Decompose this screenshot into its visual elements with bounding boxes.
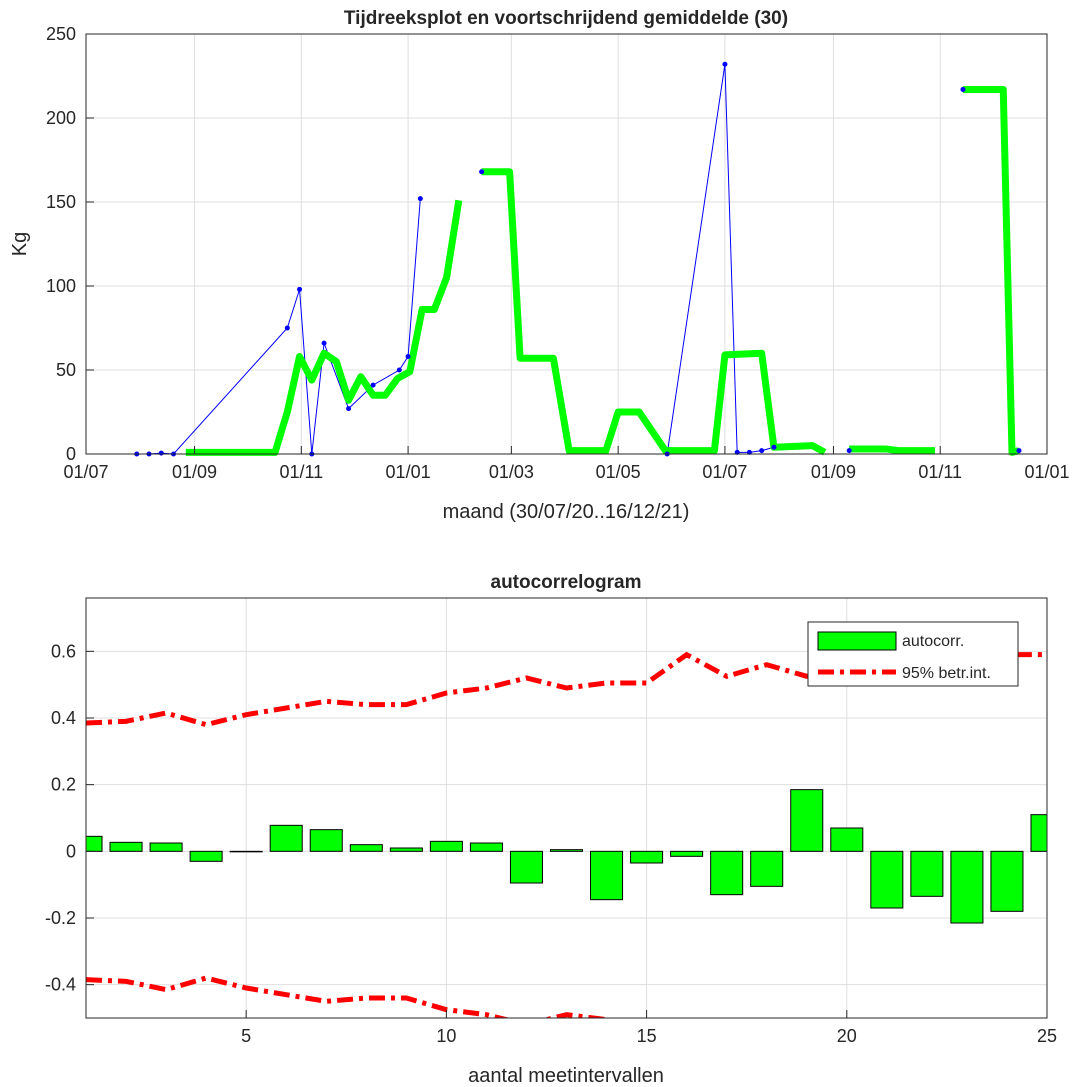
autocorrelogram-data-layer: [86, 651, 1047, 1018]
raw-data-point: [396, 367, 402, 373]
autocorrelogram-y-tick-label: 0.6: [51, 641, 76, 661]
raw-data-point: [759, 448, 765, 454]
timeseries-x-tick-label: 01/09: [172, 462, 217, 482]
raw-data-point: [1016, 448, 1022, 454]
autocorr-bar: [509, 850, 543, 884]
legend-label-autocorr: autocorr.: [902, 633, 964, 650]
raw-data-point: [960, 86, 966, 92]
timeseries-x-tick-label: 01/11: [279, 462, 323, 482]
timeseries-title: Tijdreeksplot en voortschrijdend gemidde…: [344, 8, 788, 29]
raw-data-point: [722, 61, 728, 67]
autocorrelogram-y-tick-label: 0.4: [51, 708, 76, 728]
autocorrelogram-y-tick-label: -0.4: [45, 975, 76, 995]
timeseries-x-tick-label: 01/05: [596, 462, 641, 482]
moving-average-line: [481, 168, 827, 456]
moving-average-line: [962, 85, 1020, 456]
autocorrelogram-axes-box: [85, 597, 1048, 1019]
raw-data-point: [417, 196, 423, 202]
autocorrelogram-clipped-group: [86, 651, 1047, 1018]
legend-label-confidence: 95% betr.int.: [902, 665, 991, 682]
legend-swatch-autocorr: [817, 631, 897, 651]
autocorrelogram-panel: 5 10 15 20 25 -0.4 -0.2 0 0.2 0.4 0.6 autocorrelo…: [45, 572, 1057, 1087]
autocorrelogram-x-tick-label: 15: [637, 1026, 657, 1046]
timeseries-x-tick-label: 01/09: [811, 462, 856, 482]
autocorrelogram-x-tick-label: 10: [436, 1026, 456, 1046]
autocorrelogram-y-tick-label: 0.2: [51, 775, 76, 795]
autocorr-bar: [309, 829, 343, 852]
timeseries-y-ticks: 0 50 100 150 200 250: [46, 24, 94, 464]
timeseries-x-tick-label: 01/07: [702, 462, 747, 482]
autocorrelogram-title: autocorrelogram: [491, 572, 642, 593]
autocorr-bar: [389, 847, 423, 852]
timeseries-y-tick-label: 200: [46, 108, 76, 128]
autocorr-bar: [670, 850, 704, 857]
timeseries-y-tick-label: 0: [66, 444, 76, 464]
autocorrelogram-x-label: aantal meetintervallen: [468, 1065, 664, 1087]
timeseries-x-tick-label: 01/03: [489, 462, 534, 482]
autocorr-bar: [349, 844, 383, 852]
autocorr-bar: [269, 824, 303, 852]
autocorr-bar: [630, 850, 664, 864]
confidence-lower-line: [86, 975, 607, 1018]
autocorr-bar: [469, 842, 503, 852]
timeseries-x-ticks: 01/07 01/09 01/11 01/01 01/03 01/05 01/07 01/09…: [63, 446, 1070, 482]
timeseries-x-label: maand (30/07/20..16/12/21): [443, 501, 690, 523]
autocorr-bar: [189, 850, 223, 862]
timeseries-x-tick-label: 01/11: [918, 462, 962, 482]
timeseries-data-layer: [134, 61, 1022, 457]
moving-average-line: [849, 445, 935, 455]
autocorr-bar: [590, 850, 624, 901]
autocorr-bar: [790, 789, 824, 852]
raw-data-point: [479, 169, 485, 175]
raw-data-point: [158, 450, 164, 456]
raw-data-point: [346, 406, 352, 412]
autocorr-bar: [109, 841, 143, 852]
timeseries-x-tick-label: 01/01: [386, 462, 431, 482]
autocorrelogram-x-ticks: 5 10 15 20 25: [241, 1010, 1057, 1046]
autocorrelogram-x-tick-label: 5: [241, 1026, 251, 1046]
raw-data-point: [771, 444, 777, 450]
autocorr-bar: [429, 840, 463, 852]
confidence-upper-line: [86, 651, 1047, 728]
autocorr-bar: [830, 827, 864, 852]
timeseries-y-label: Kg: [9, 232, 31, 256]
autocorr-bar: [229, 850, 263, 853]
raw-data-point: [405, 354, 411, 360]
autocorr-bar: [549, 849, 584, 852]
autocorr-bar: [750, 850, 784, 887]
timeseries-panel: 01/07 01/09 01/11 01/01 01/03 01/05 01/07 01/09…: [9, 8, 1070, 523]
autocorrelogram-x-tick-label: 25: [1037, 1026, 1057, 1046]
autocorrelogram-x-tick-label: 20: [837, 1026, 857, 1046]
autocorr-bar: [990, 850, 1024, 912]
autocorrelogram-y-tick-label: 0: [66, 841, 76, 861]
autocorr-bar: [710, 850, 744, 896]
autocorr-bar: [870, 850, 904, 909]
raw-data-point: [846, 448, 852, 454]
autocorr-bar: [910, 850, 944, 897]
timeseries-x-tick-label: 01/01: [1024, 462, 1069, 482]
autocorr-bar: [149, 842, 183, 852]
moving-average-line: [185, 199, 463, 456]
timeseries-plot-area: [86, 34, 1047, 454]
raw-data-point: [321, 340, 327, 346]
timeseries-y-tick-label: 100: [46, 276, 76, 296]
timeseries-x-tick-label: 01/07: [63, 462, 108, 482]
autocorrelogram-y-tick-label: -0.2: [45, 908, 76, 928]
autocorrelogram-y-ticks: -0.4 -0.2 0 0.2 0.4 0.6: [45, 641, 94, 995]
timeseries-y-tick-label: 250: [46, 24, 76, 44]
timeseries-y-tick-label: 50: [56, 360, 76, 380]
timeseries-axes-box: [85, 33, 1048, 455]
autocorr-bar: [950, 850, 984, 924]
autocorr-bar: [86, 835, 103, 852]
autocorrelogram-grid: [86, 598, 1048, 1018]
legend: autocorr. 95% betr.int.: [807, 621, 1019, 687]
timeseries-y-tick-label: 150: [46, 192, 76, 212]
raw-data-point: [297, 286, 303, 292]
raw-data-point: [370, 382, 376, 388]
raw-data-point: [284, 325, 290, 331]
